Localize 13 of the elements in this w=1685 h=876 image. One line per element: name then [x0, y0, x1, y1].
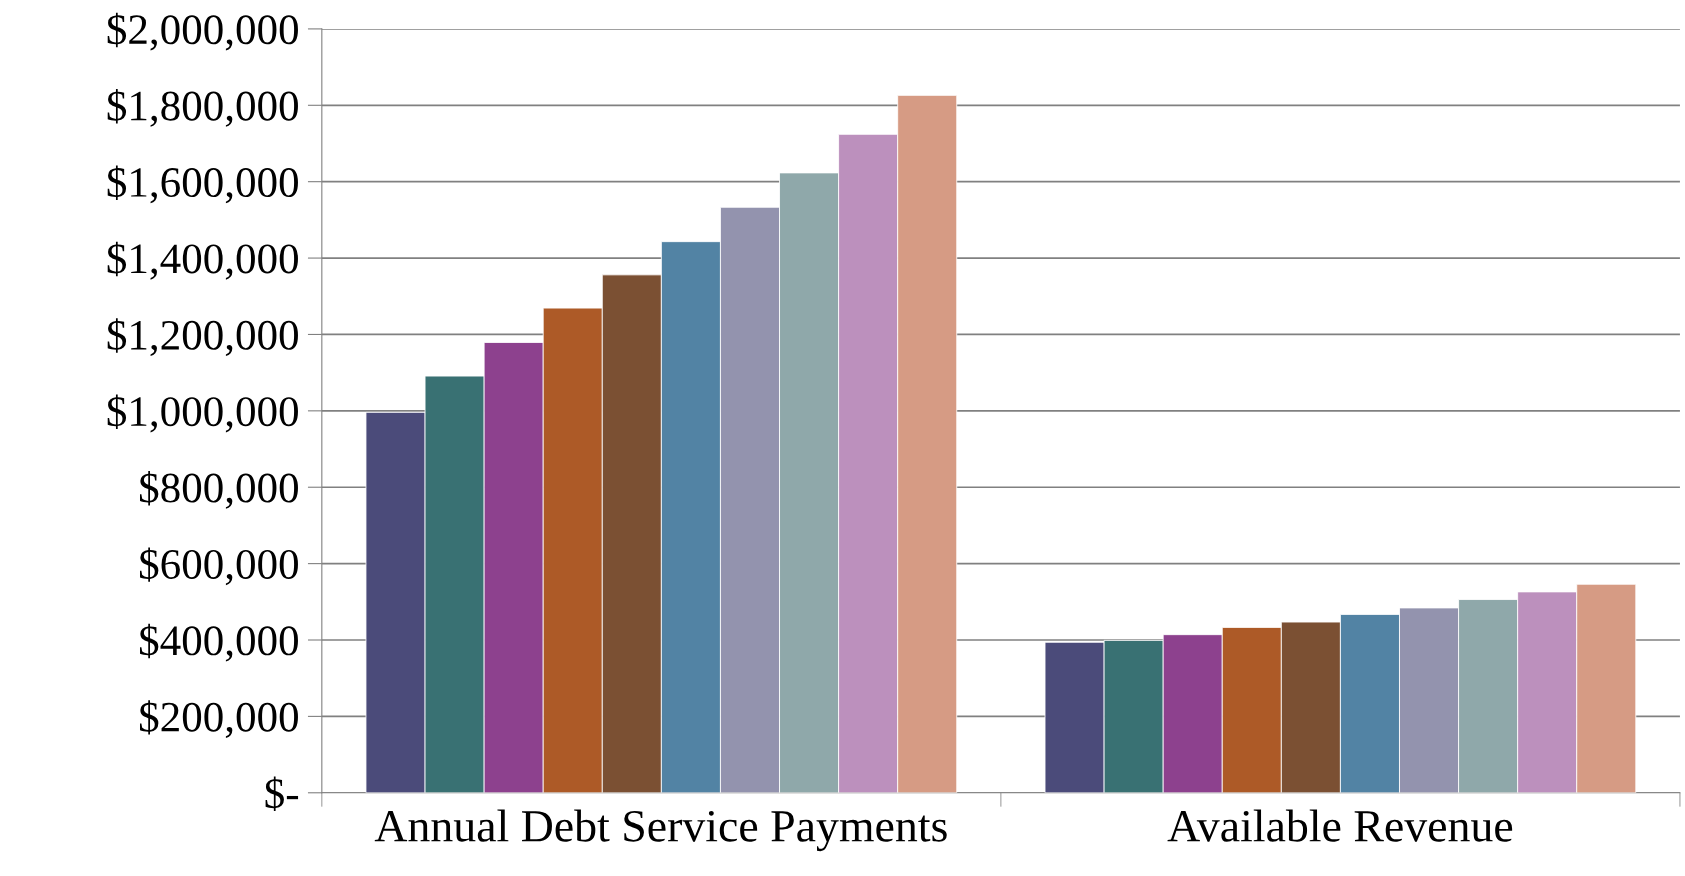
y-tick-label: $600,000	[140, 547, 298, 586]
y-tick-label: $1,800,000	[107, 89, 298, 127]
y-tick-label: $-	[265, 776, 299, 811]
y-tick-label: $1,600,000	[107, 165, 298, 204]
y-tick-label: $1,000,000	[107, 394, 298, 433]
y-tick-label: $1,400,000	[107, 241, 298, 280]
y-tick-label: $1,200,000	[107, 318, 298, 357]
y-tick-label: $200,000	[140, 700, 298, 738]
x-tick-label: Annual Debt Service Payments	[374, 809, 947, 852]
x-tick-label: Available Revenue	[1167, 809, 1513, 842]
y-tick-label: $400,000	[140, 623, 298, 662]
y-tick-label: $2,000,000	[107, 12, 298, 51]
y-tick-label: $800,000	[140, 470, 298, 509]
